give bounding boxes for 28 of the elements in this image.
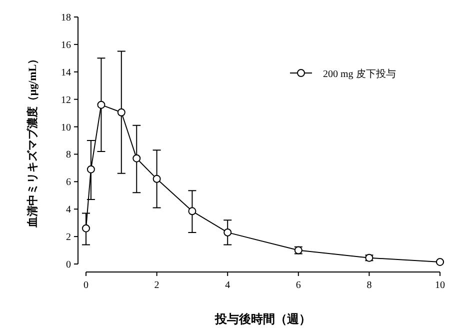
- y-tick-label: 12: [61, 94, 71, 106]
- y-tick-label: 10: [61, 122, 71, 134]
- y-tick-label: 6: [66, 177, 71, 188]
- point: [188, 207, 196, 216]
- y-tick-label: 2: [66, 232, 71, 244]
- x-tick-label: 8: [366, 280, 372, 291]
- point: [224, 228, 232, 236]
- x-tick-label: 6: [296, 280, 301, 291]
- y-tick-label: 0: [66, 260, 71, 270]
- legend-label: 200 mg 皮下投与: [323, 68, 396, 80]
- point: [132, 154, 141, 162]
- y-tick-label: 16: [61, 40, 71, 51]
- point: [97, 100, 106, 109]
- y-tick-label: 4: [66, 204, 71, 216]
- y-tick-label: 14: [61, 67, 71, 78]
- point: [117, 108, 126, 116]
- x-tick-label: 2: [154, 280, 160, 291]
- x-tick-label: 4: [225, 280, 230, 291]
- y-tick-label: 18: [61, 12, 71, 24]
- x-tick-label: 10: [435, 280, 445, 291]
- y-tick-label: 8: [66, 150, 71, 161]
- legend: 200 mg 皮下投与: [290, 69, 396, 80]
- point: [82, 224, 90, 232]
- point: [152, 174, 161, 183]
- y-axis-title: 血清中ミリキズマブ濃度（μg/mL）: [26, 53, 39, 229]
- x-axis-title: 投与後時間（週）: [214, 312, 311, 326]
- x-tick-label: 0: [84, 280, 88, 291]
- point: [86, 165, 95, 174]
